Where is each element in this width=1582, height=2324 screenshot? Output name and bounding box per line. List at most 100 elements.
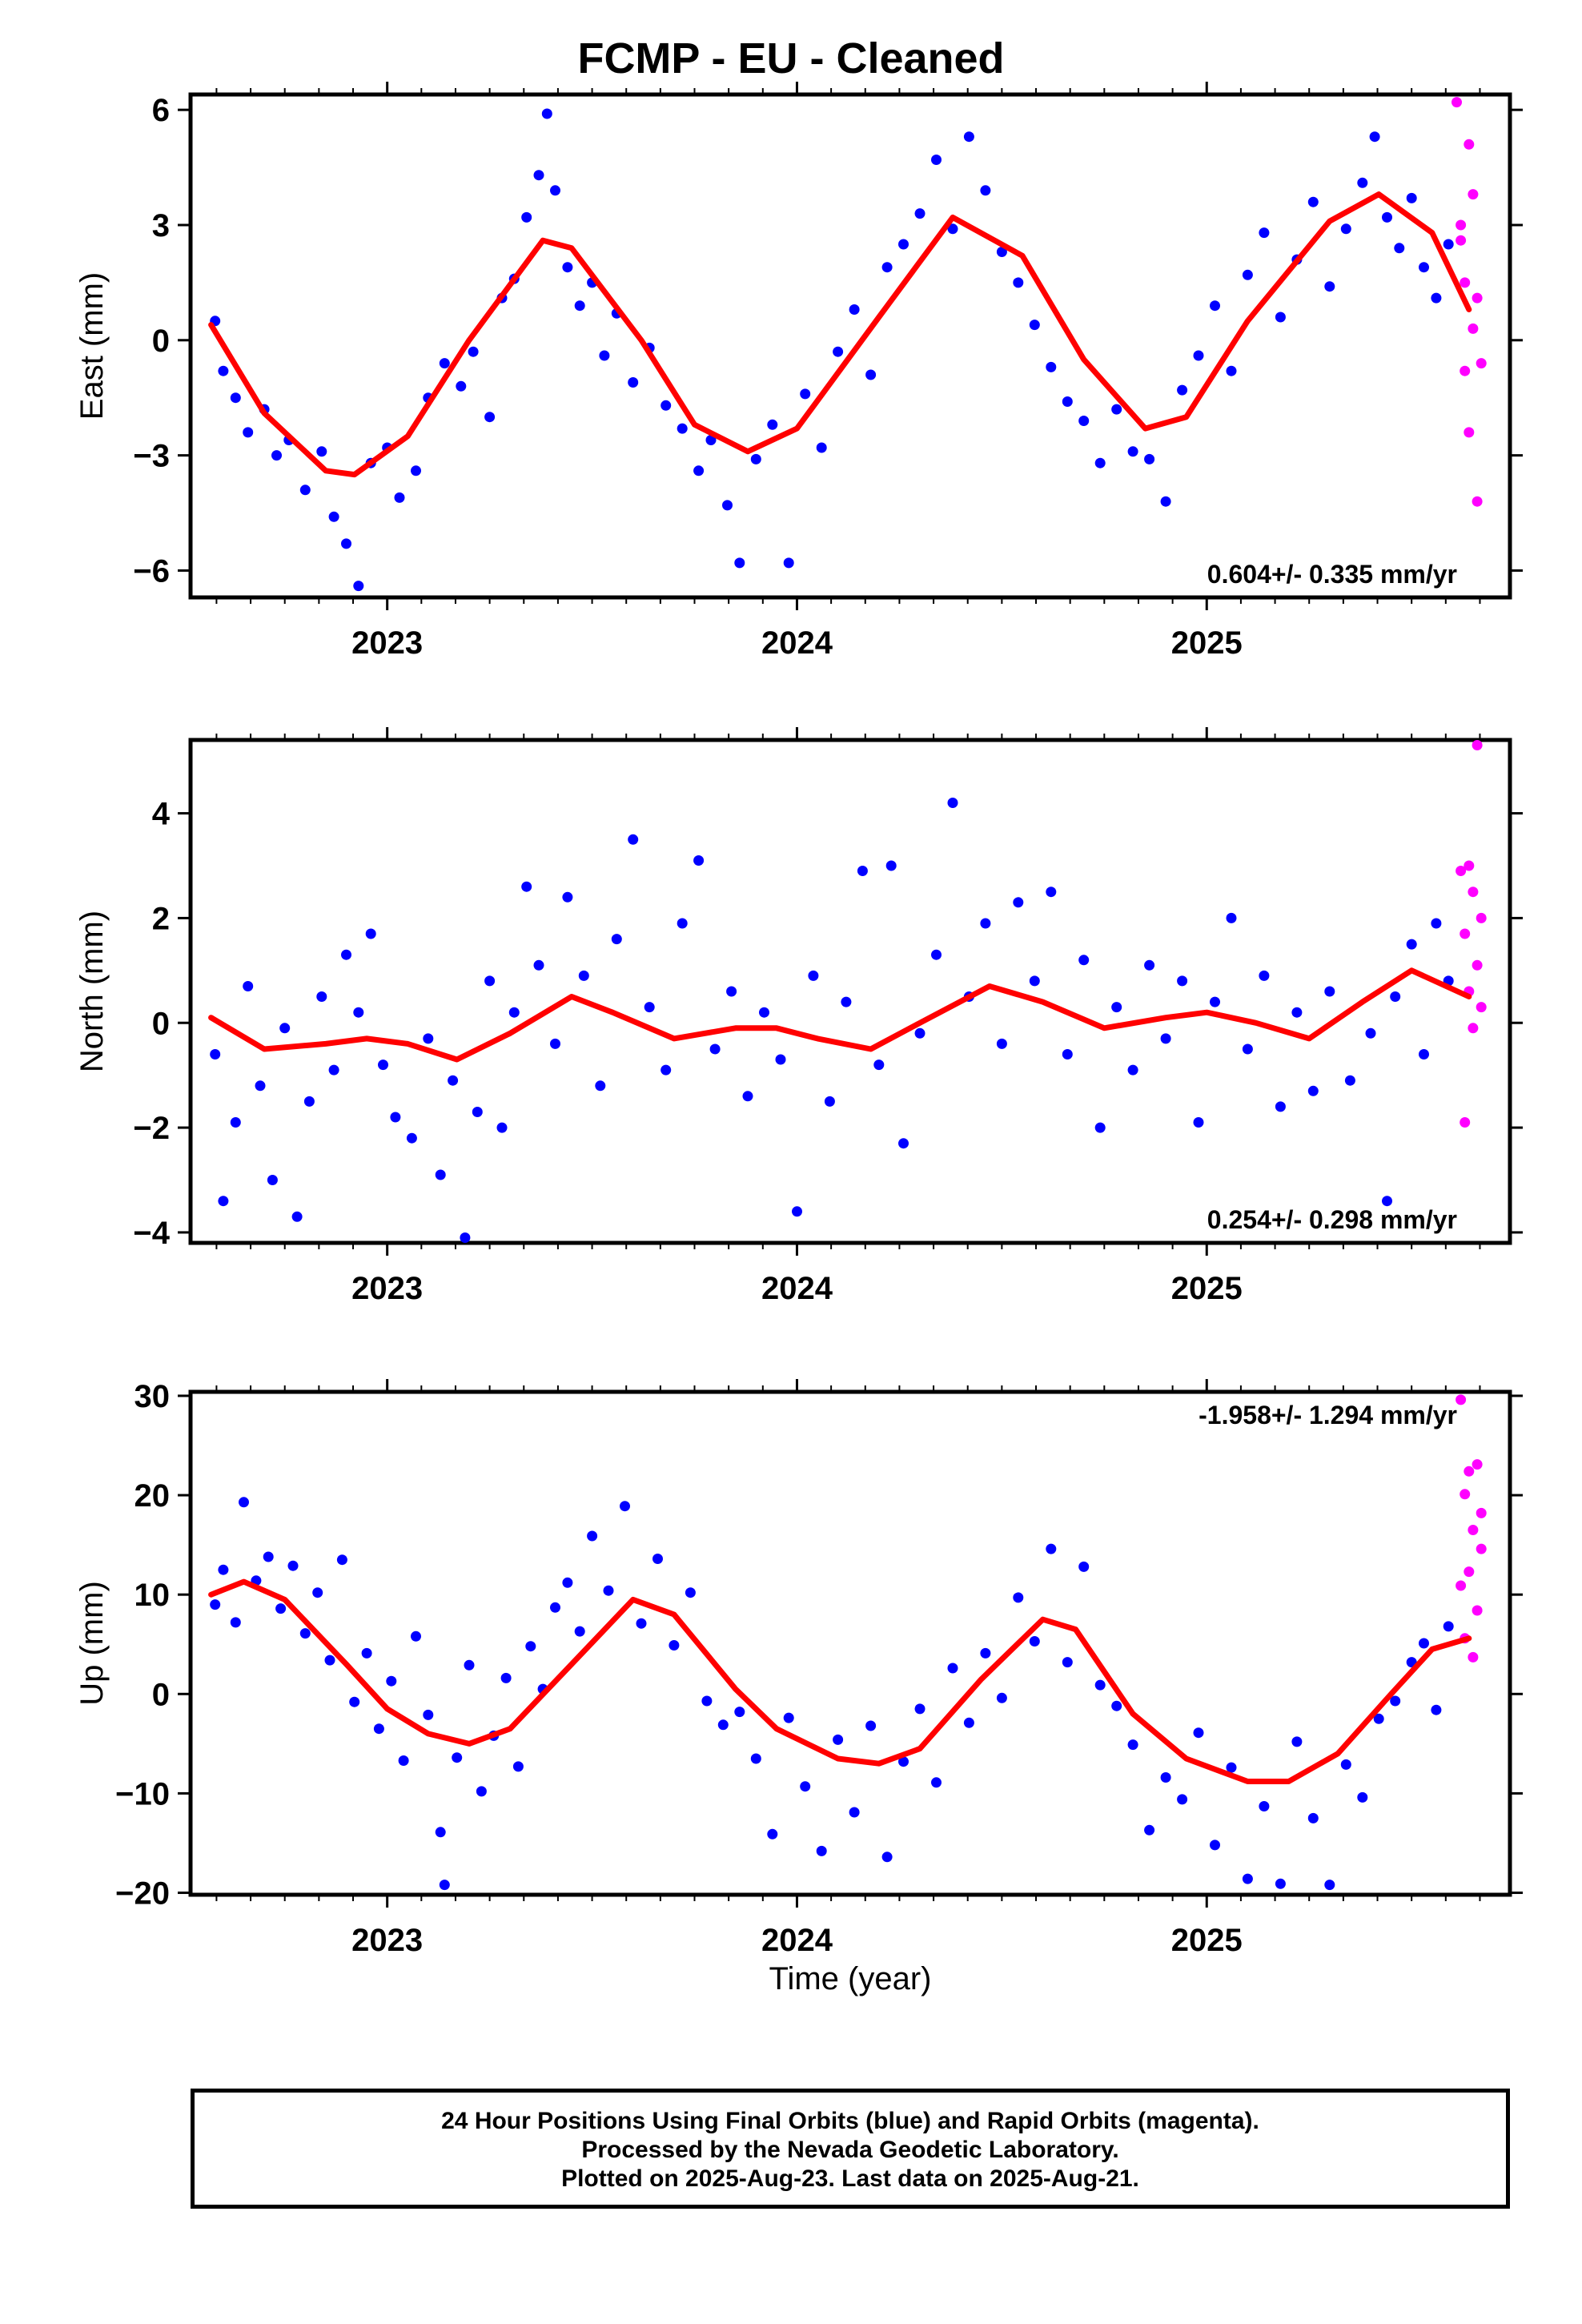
final-orbit-point <box>1259 227 1270 239</box>
final-orbit-point <box>1373 1713 1384 1724</box>
final-orbit-point <box>484 412 496 423</box>
rapid-orbit-point <box>1456 219 1467 231</box>
final-orbit-point <box>562 1577 573 1588</box>
y-tick-label: 6 <box>152 93 170 128</box>
rapid-orbit-point <box>1456 866 1467 876</box>
final-orbit-point <box>550 1602 560 1613</box>
rapid-orbit-point <box>1476 1507 1487 1518</box>
final-orbit-point <box>1344 1075 1355 1086</box>
final-orbit-point <box>931 949 942 960</box>
final-orbit-point <box>800 388 811 400</box>
final-orbit-point <box>603 1585 614 1596</box>
final-orbit-point <box>464 1659 475 1671</box>
final-orbit-point <box>1144 1824 1155 1835</box>
final-orbit-point <box>599 350 610 361</box>
final-orbit-point <box>1029 975 1040 987</box>
final-orbit-point <box>373 1723 384 1735</box>
final-orbit-point <box>857 866 868 876</box>
rapid-orbit-point <box>1460 1117 1471 1128</box>
x-tick-label: 2025 <box>1171 625 1243 661</box>
rapid-orbit-point <box>1468 1525 1479 1535</box>
final-orbit-point <box>709 1043 721 1055</box>
final-orbit-point <box>587 1530 598 1542</box>
x-tick-label: 2024 <box>761 1923 833 1958</box>
final-orbit-point <box>750 1753 761 1764</box>
final-orbit-point <box>1324 1880 1335 1891</box>
model-fit-line <box>208 1578 1472 1784</box>
chart-title: FCMP - EU - Cleaned <box>577 34 1005 82</box>
footer-line-1: 24 Hour Positions Using Final Orbits (bl… <box>441 2108 1259 2134</box>
final-orbit-point <box>578 970 589 981</box>
final-orbit-point <box>717 1719 729 1731</box>
final-orbit-point <box>800 1781 811 1792</box>
final-orbit-point <box>218 1196 229 1207</box>
final-orbit-point <box>1062 396 1073 407</box>
final-orbit-point <box>628 834 639 845</box>
x-tick-label: 2024 <box>761 1271 833 1306</box>
final-orbit-point <box>947 223 958 235</box>
rapid-orbit-point <box>1456 1580 1467 1591</box>
final-orbit-point <box>1013 1592 1024 1603</box>
final-orbit-point <box>328 511 339 522</box>
final-orbit-point <box>243 427 254 438</box>
final-orbit-point <box>767 1828 778 1839</box>
final-orbit-point <box>1443 239 1454 250</box>
final-orbit-point <box>849 1807 860 1818</box>
final-orbit-point <box>1419 1049 1429 1059</box>
model-fit-line <box>208 191 1472 478</box>
final-orbit-point <box>661 1064 672 1076</box>
final-orbit-point <box>336 1554 347 1566</box>
final-orbit-point <box>898 1756 909 1767</box>
final-orbit-point <box>550 1038 560 1049</box>
final-orbit-point <box>685 1587 696 1598</box>
final-orbit-point <box>865 1720 877 1731</box>
final-orbit-point <box>841 996 852 1007</box>
final-orbit-point <box>1193 1117 1204 1128</box>
final-orbit-point <box>833 1734 844 1745</box>
final-orbit-point <box>914 208 926 219</box>
final-orbit-point <box>1431 292 1442 304</box>
y-tick-label: 0 <box>152 1677 170 1712</box>
final-orbit-point <box>636 1618 647 1629</box>
final-orbit-point <box>865 369 877 380</box>
y-tick-label: −20 <box>115 1876 170 1912</box>
final-orbit-point <box>423 1033 434 1044</box>
final-orbit-point <box>1369 131 1380 143</box>
rapid-orbit-point <box>1468 1023 1479 1034</box>
panel-1-frame <box>188 738 1512 1245</box>
final-orbit-point <box>386 1675 397 1687</box>
final-orbit-point <box>263 1551 274 1562</box>
panel-0-frame <box>188 92 1512 600</box>
final-orbit-point <box>1242 1873 1253 1884</box>
rapid-orbit-point <box>1456 235 1467 246</box>
final-orbit-point <box>750 453 761 464</box>
final-orbit-point <box>1046 887 1057 898</box>
final-orbit-point <box>239 1497 249 1508</box>
final-orbit-point <box>287 1560 299 1571</box>
final-orbit-point <box>726 986 737 997</box>
rapid-orbit-point <box>1460 1489 1471 1500</box>
final-orbit-point <box>411 1630 421 1642</box>
rapid-orbit-point <box>1464 139 1475 150</box>
y-tick-label: 2 <box>152 901 170 936</box>
final-orbit-point <box>980 1647 991 1659</box>
final-orbit-point <box>963 1717 974 1728</box>
final-orbit-point <box>1193 350 1204 361</box>
final-orbit-point <box>411 465 421 476</box>
final-orbit-point <box>1210 996 1220 1007</box>
final-orbit-point <box>476 1786 487 1797</box>
final-orbit-point <box>759 1007 769 1018</box>
final-orbit-point <box>1078 955 1090 966</box>
y-tick-label: 20 <box>135 1478 171 1514</box>
final-orbit-point <box>1111 404 1122 415</box>
final-orbit-point <box>1365 1027 1376 1039</box>
final-orbit-point <box>533 170 544 181</box>
x-tick-label: 2024 <box>761 625 833 661</box>
final-orbit-point <box>456 380 467 392</box>
final-orbit-point <box>1144 453 1155 464</box>
final-orbit-point <box>677 918 688 929</box>
rapid-orbit-point <box>1460 277 1471 288</box>
final-orbit-point <box>775 1054 786 1065</box>
rapid-orbit-point <box>1472 1605 1483 1616</box>
final-orbit-point <box>1226 912 1237 923</box>
